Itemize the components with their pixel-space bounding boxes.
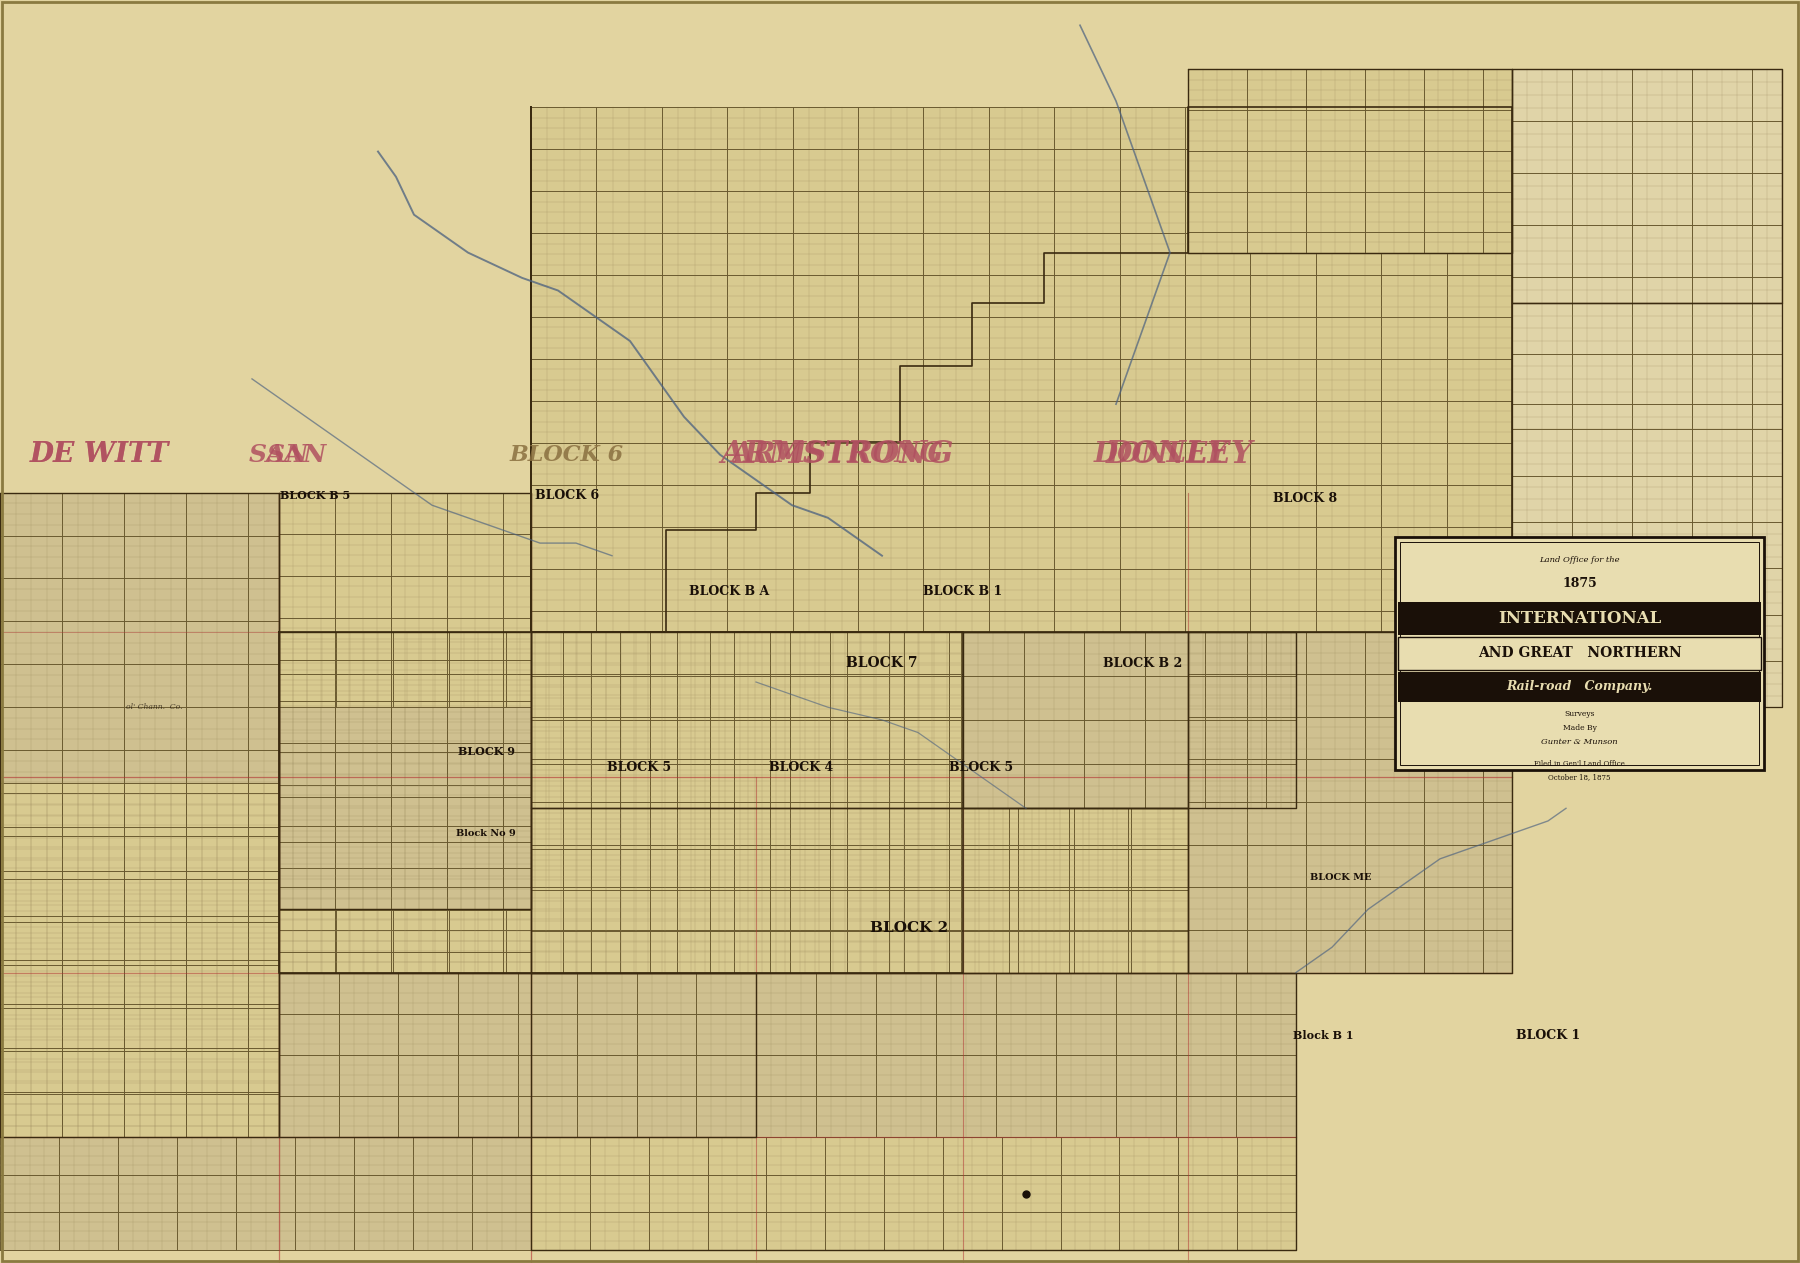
Text: Gunter & Munson: Gunter & Munson xyxy=(1541,738,1618,746)
Text: DE WITT: DE WITT xyxy=(29,441,169,469)
Bar xyxy=(1512,303,1782,429)
Text: Land Office for the: Land Office for the xyxy=(1539,556,1620,565)
Text: DONLEY: DONLEY xyxy=(1094,441,1228,469)
Text: BLOCK 7: BLOCK 7 xyxy=(846,655,918,671)
Text: 1875: 1875 xyxy=(1562,577,1597,590)
Text: BLOCK 5: BLOCK 5 xyxy=(607,762,671,774)
Bar xyxy=(1512,429,1782,707)
Bar xyxy=(1395,537,1764,770)
Bar xyxy=(1512,69,1782,303)
Text: ol' Chann.  Co.: ol' Chann. Co. xyxy=(126,703,182,711)
Bar xyxy=(0,783,279,1137)
Bar xyxy=(1400,542,1759,765)
Bar xyxy=(531,107,1512,632)
Text: Block B 1: Block B 1 xyxy=(1292,1031,1354,1041)
Text: INTERNATIONAL: INTERNATIONAL xyxy=(1498,610,1661,626)
Text: BLOCK 4: BLOCK 4 xyxy=(769,762,833,774)
Bar xyxy=(531,808,1188,973)
Text: Surveys: Surveys xyxy=(1564,710,1595,717)
Bar xyxy=(531,1137,1296,1250)
Text: ARMSTRONG: ARMSTRONG xyxy=(731,441,943,469)
Text: AND GREAT   NORTHERN: AND GREAT NORTHERN xyxy=(1478,647,1681,661)
Bar xyxy=(1188,69,1512,253)
Text: BLOCK B 2: BLOCK B 2 xyxy=(1103,657,1183,669)
Bar xyxy=(279,707,531,909)
Ellipse shape xyxy=(2,897,52,973)
Text: Made By: Made By xyxy=(1562,724,1597,733)
Bar xyxy=(531,632,1188,808)
Bar xyxy=(1399,637,1760,669)
Bar xyxy=(0,493,279,1137)
Bar xyxy=(756,973,1296,1137)
Text: BLOCK 2: BLOCK 2 xyxy=(869,921,949,936)
Text: SAN: SAN xyxy=(248,442,310,467)
Text: BLOCK B A: BLOCK B A xyxy=(689,585,769,597)
Text: BLOCK 9: BLOCK 9 xyxy=(457,746,515,757)
Text: BLOCK 1: BLOCK 1 xyxy=(1516,1029,1580,1042)
Text: BLOCK B 5: BLOCK B 5 xyxy=(279,490,351,500)
Text: BLOCK ME: BLOCK ME xyxy=(1310,873,1372,883)
Text: BLOCK B 1: BLOCK B 1 xyxy=(923,585,1003,597)
Text: BLOCK 6: BLOCK 6 xyxy=(535,489,599,501)
Text: BLOCK 6: BLOCK 6 xyxy=(509,443,625,466)
Bar xyxy=(279,493,531,973)
Bar xyxy=(0,1137,531,1250)
Bar xyxy=(279,632,1188,973)
Bar xyxy=(1188,632,1512,973)
Text: SAN: SAN xyxy=(266,442,328,467)
Text: October 18, 1875: October 18, 1875 xyxy=(1548,773,1611,781)
Text: DE WITT: DE WITT xyxy=(29,441,169,469)
Text: BLOCK 8: BLOCK 8 xyxy=(1273,493,1337,505)
Bar xyxy=(1399,602,1760,635)
Bar xyxy=(1399,672,1760,702)
Text: ARMSTRONG: ARMSTRONG xyxy=(720,440,954,470)
Text: Block No 9: Block No 9 xyxy=(455,829,517,839)
Bar xyxy=(279,973,756,1137)
Text: Rail-road   Company.: Rail-road Company. xyxy=(1507,681,1652,693)
Text: BLOCK 5: BLOCK 5 xyxy=(949,762,1013,774)
Text: Filed in Gen'l Land Office: Filed in Gen'l Land Office xyxy=(1534,760,1625,768)
Text: DONLEY: DONLEY xyxy=(1105,440,1253,470)
Bar xyxy=(963,632,1296,808)
